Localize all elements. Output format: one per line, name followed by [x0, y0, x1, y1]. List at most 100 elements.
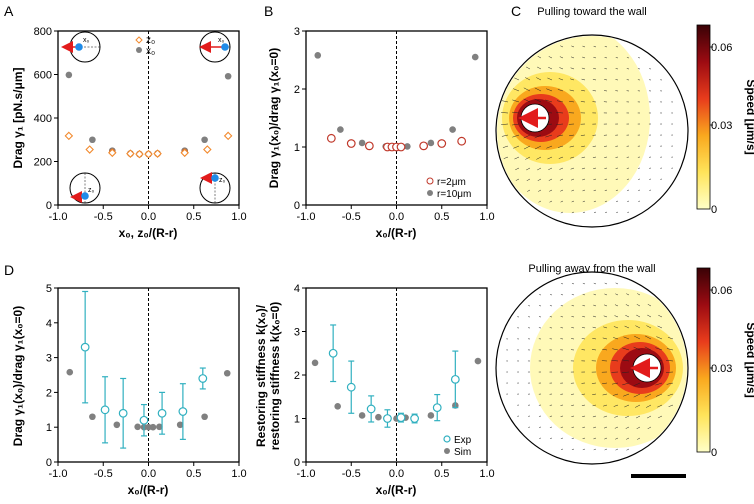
x-tick-label: -1.0: [297, 468, 316, 480]
x-tick-label: -0.5: [94, 211, 113, 223]
chart-c-bottom-cb-tick-003: 0.03: [711, 363, 732, 375]
data-point: [225, 73, 232, 80]
data-point-open: [411, 415, 419, 423]
chart-d-right-ylabel-line1: Restoring stiffness k(x₀)/: [254, 304, 268, 447]
y-tick-label: 800: [34, 26, 52, 38]
y-tick-label: 1: [46, 422, 52, 434]
data-point-open: [384, 415, 392, 423]
chart-c-bottom-colorbar: [697, 268, 710, 452]
chart-c-top-cb-tick-0: 0: [711, 204, 717, 216]
data-point: [314, 52, 321, 59]
chart-c-top-colorbar: [697, 25, 710, 209]
data-point-open: [347, 383, 355, 391]
legend-label-exp: Exp: [454, 435, 472, 446]
legend-label-r2: r=2μm: [437, 177, 466, 188]
chart-c-top-title: Pulling toward the wall: [537, 6, 646, 18]
chart-b-xlabel: x₀/(R-r): [376, 226, 417, 240]
data-point: [201, 136, 208, 143]
data-point: [359, 412, 366, 419]
chart-d-right-ylabel-line2: restoring stiffness k(x₀=0): [268, 302, 282, 450]
data-point-open: [119, 409, 127, 417]
data-point: [449, 126, 456, 133]
scale-bar: [631, 474, 686, 478]
x-tick-label: 0.5: [186, 211, 201, 223]
chart-c-bottom-cb-tick-006: 0.06: [711, 285, 732, 297]
chart-b-legend: r=2μm r=10μm: [427, 177, 471, 200]
legend-label-z0: z₀: [146, 35, 155, 46]
data-point-open: [452, 376, 460, 384]
chart-a-xlabel: x₀, z₀/(R-r): [119, 226, 178, 240]
data-point: [134, 424, 141, 431]
x-tick-label: 1.0: [231, 468, 246, 480]
data-point-open: [458, 137, 466, 145]
data-point-open: [199, 375, 207, 383]
data-point: [114, 421, 121, 428]
data-point: [359, 140, 366, 147]
x-tick-label: 0.5: [434, 468, 449, 480]
legend-label-sim: Sim: [454, 447, 471, 458]
data-point-open: [367, 405, 375, 413]
data-point-open: [438, 140, 446, 148]
data-point-open: [81, 343, 89, 351]
chart-d-left-xlabel: x₀/(R-r): [128, 483, 169, 497]
chart-a-inset-bottom-left: z₀: [70, 173, 100, 203]
data-point: [66, 72, 73, 79]
y-tick-label: 5: [46, 283, 52, 295]
data-point-diamond: [86, 146, 93, 153]
data-point-open: [179, 408, 187, 416]
x-tick-label: -1.0: [49, 211, 68, 223]
chart-a-inset-top-right: x₀: [200, 32, 230, 62]
chart-a-inset-label: x₀: [218, 37, 225, 44]
x-tick-label: -1.0: [49, 468, 68, 480]
y-tick-label: 2: [46, 387, 52, 399]
panel-letter-a: A: [4, 3, 14, 19]
y-tick-label: 3: [294, 26, 300, 38]
x-tick-label: 0.5: [186, 468, 201, 480]
y-tick-label: 0: [294, 457, 300, 469]
x-tick-label: -0.5: [342, 211, 361, 223]
x-tick-label: -1.0: [297, 211, 316, 223]
data-point: [428, 412, 435, 419]
chart-c-bottom-cb-tick-0: 0: [711, 447, 717, 459]
data-point: [475, 358, 482, 365]
data-point-diamond: [145, 151, 152, 158]
chart-c-bottom-colorbar-label: Speed [μm/s]: [744, 322, 754, 397]
data-point: [89, 136, 96, 143]
data-point-diamond: [204, 146, 211, 153]
x-tick-label: 0.0: [141, 468, 156, 480]
data-point-diamond: [136, 151, 143, 158]
data-point: [428, 140, 435, 147]
data-point-open: [329, 349, 337, 357]
y-tick-label: 0: [46, 200, 52, 212]
data-point-diamond: [154, 150, 161, 157]
chart-c-bottom: Pulling away from the wall 0 0.03 0.06 S…: [496, 263, 754, 478]
data-point-open: [420, 142, 428, 150]
x-tick-label: 1.0: [479, 211, 494, 223]
legend-marker-circle: [444, 448, 450, 454]
data-point: [224, 370, 231, 377]
chart-c-top: Pulling toward the wall 0 0.03 0.06 Spee…: [490, 6, 754, 227]
y-tick-label: 0: [294, 200, 300, 212]
data-point-open: [433, 404, 441, 412]
data-point: [312, 360, 319, 367]
data-point: [334, 403, 341, 410]
data-point-diamond: [225, 132, 232, 139]
data-point-open: [397, 143, 405, 151]
x-tick-label: 0.0: [389, 211, 404, 223]
legend-marker-circle: [427, 190, 433, 196]
data-point: [66, 369, 73, 376]
chart-a-marks: [65, 72, 231, 158]
legend-marker-circle: [136, 47, 142, 53]
y-tick-label: 4: [46, 318, 52, 330]
data-point-diamond: [127, 150, 134, 157]
chart-a-ylabel: Drag γ₁ [pN.s/μm]: [11, 68, 25, 169]
panel-letter-b: B: [264, 3, 273, 19]
chart-c-top-colorbar-label: Speed [μm/s]: [744, 79, 754, 154]
y-tick-label: 3: [294, 327, 300, 339]
data-point-open: [158, 409, 166, 417]
